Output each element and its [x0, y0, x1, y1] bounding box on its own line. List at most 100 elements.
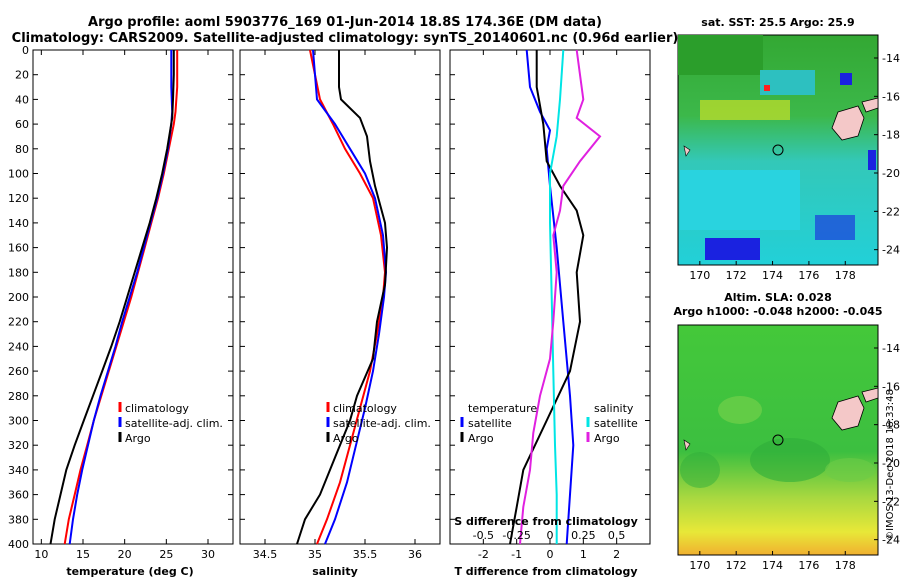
- y-tick-label: 40: [15, 93, 29, 106]
- y-tick-label: 340: [8, 464, 29, 477]
- x-tick-label: 25: [159, 548, 173, 561]
- argo-location-marker: [772, 434, 784, 446]
- lat-tick-label: -22: [882, 205, 900, 218]
- s-tick-label: 0.25: [571, 529, 596, 542]
- x-tick-label: 35: [308, 548, 322, 561]
- lon-tick-label: 174: [762, 269, 783, 282]
- sst-missing-patch: [840, 73, 852, 85]
- s-tick-label: 0.5: [608, 529, 626, 542]
- y-tick-label: 260: [8, 365, 29, 378]
- lon-tick-label: 172: [726, 269, 747, 282]
- fiji-island-north: [861, 97, 879, 113]
- legend-argo: Argo: [333, 432, 359, 445]
- x-tick-label: 10: [34, 548, 48, 561]
- vanuatu-island: [683, 145, 691, 157]
- lat-tick-label: -20: [882, 457, 900, 470]
- legend-satellite-adj: satellite-adj. clim.: [333, 417, 431, 430]
- imos-timestamp: ©IMOS 13-Dec-2018 18:33:48: [885, 389, 896, 541]
- legend-sal-argo: Argo: [594, 432, 620, 445]
- sla-blob: [718, 396, 762, 424]
- s-difference-label: S difference from climatology: [454, 515, 638, 528]
- sst-missing-patch: [868, 150, 876, 170]
- lon-tick-label: 170: [689, 269, 710, 282]
- lat-tick-label: -20: [882, 167, 900, 180]
- y-tick-label: 140: [8, 217, 29, 230]
- y-tick-label: 360: [8, 489, 29, 502]
- lon-tick-label: 172: [726, 559, 747, 572]
- y-tick-label: 160: [8, 242, 29, 255]
- legend-temperature-title: temperature: [468, 402, 537, 415]
- lon-tick-label: 178: [835, 269, 856, 282]
- lat-tick-label: -18: [882, 419, 900, 432]
- x-tick-label: 34.5: [253, 548, 278, 561]
- vanuatu-island: [683, 439, 691, 451]
- y-tick-label: 380: [8, 513, 29, 526]
- x-tick-label: 20: [118, 548, 132, 561]
- difference-panel: -2 -1 0 1 2 T difference from climatology S …: [449, 49, 651, 578]
- legend-temp-argo: Argo: [468, 432, 494, 445]
- y-tick-label: 240: [8, 340, 29, 353]
- lat-tick-label: -16: [882, 380, 900, 393]
- x-tick-label: 35.5: [353, 548, 378, 561]
- lat-tick-label: -18: [882, 129, 900, 142]
- x-tick-label: 15: [76, 548, 90, 561]
- salinity-panel: 34.5 35 35.5 36 salinity climatology satell…: [239, 49, 441, 578]
- y-tick-label: 0: [22, 44, 29, 57]
- salinity-legend: climatology satellite-adj. clim. Argo: [326, 402, 431, 445]
- x-tick-label: 2: [613, 548, 620, 561]
- series-line-salinity-argo: [519, 49, 602, 545]
- y-tick-label: 180: [8, 266, 29, 279]
- temperature-axes-box: [32, 49, 234, 545]
- y-tick-label: 280: [8, 390, 29, 403]
- fiji-island: [831, 105, 865, 141]
- y-tick-label: 220: [8, 316, 29, 329]
- s-tick-label: -0.25: [502, 529, 530, 542]
- lat-tick-label: -14: [882, 342, 900, 355]
- title-line-1: Argo profile: aoml 5903776_169 01-Jun-20…: [88, 15, 602, 30]
- sla-blob: [825, 458, 875, 482]
- sst-patches: [678, 35, 876, 260]
- lat-tick-label: -16: [882, 90, 900, 103]
- temperature-legend: climatology satellite-adj. clim. Argo: [118, 402, 223, 445]
- temperature-xlabel: temperature (deg C): [66, 565, 193, 578]
- lat-tick-label: -24: [882, 534, 900, 547]
- y-tick-label: 20: [15, 69, 29, 82]
- sla-map-title-2: Argo h1000: -0.048 h2000: -0.045: [673, 305, 882, 318]
- argo-location-marker: [772, 144, 784, 156]
- y-tick-label: 100: [8, 168, 29, 181]
- lat-tick-label: -22: [882, 495, 900, 508]
- s-tick-label: -0.5: [473, 529, 494, 542]
- sst-map: sat. SST: 25.5 Argo: 25.9 170 172 174 176 17…: [677, 16, 900, 282]
- legend-climatology: climatology: [333, 402, 397, 415]
- sla-blob: [750, 438, 830, 482]
- x-tick-label: 36: [408, 548, 422, 561]
- y-tick-label: 320: [8, 439, 29, 452]
- x-tick-label: 0: [547, 548, 554, 561]
- sst-hot-pixel: [764, 85, 770, 91]
- legend-sal-satellite: satellite: [594, 417, 638, 430]
- sst-map-title: sat. SST: 25.5 Argo: 25.9: [701, 16, 854, 29]
- x-tick-label: -2: [478, 548, 489, 561]
- difference-axes-box: [449, 49, 651, 545]
- series-line-salinity-satellite: [549, 49, 565, 544]
- y-tick-label: 300: [8, 415, 29, 428]
- salinity-xlabel: salinity: [312, 565, 358, 578]
- lon-tick-label: 176: [798, 559, 819, 572]
- legend-argo: Argo: [125, 432, 151, 445]
- series-line-climatology: [63, 50, 179, 545]
- series-line-argo: [49, 50, 175, 545]
- lat-tick-label: -14: [882, 52, 900, 65]
- difference-legend-salinity: salinity satellite Argo: [586, 402, 638, 445]
- y-tick-label: 120: [8, 192, 29, 205]
- sla-map-title-1: Altim. SLA: 0.028: [724, 291, 831, 304]
- lat-tick-label: -24: [882, 244, 900, 257]
- sst-patch: [760, 70, 815, 95]
- x-tick-label: 30: [201, 548, 215, 561]
- lon-tick-label: 176: [798, 269, 819, 282]
- salinity-axes-box: [239, 49, 441, 545]
- temperature-panel: 0 20 40 60 80 100 120 140 160 180 200 220 240 260 280 3…: [8, 44, 234, 578]
- legend-salinity-title: salinity: [594, 402, 634, 415]
- x-tick-label: -1: [511, 548, 522, 561]
- lon-tick-label: 170: [689, 559, 710, 572]
